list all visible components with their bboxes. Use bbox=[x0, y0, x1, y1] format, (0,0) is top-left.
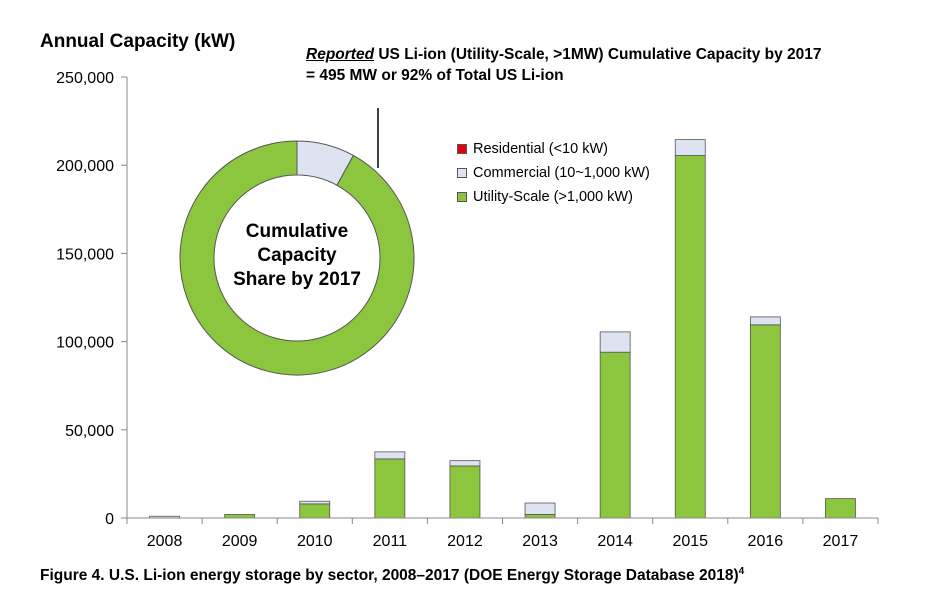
donut-label-line: Share by 2017 bbox=[233, 269, 361, 290]
y-tick-label: 0 bbox=[105, 511, 114, 528]
annotation-emphasis: Reported bbox=[306, 46, 375, 63]
legend-item: Utility-Scale (>1,000 kW) bbox=[457, 185, 650, 209]
axes bbox=[121, 76, 879, 524]
bar-segment bbox=[599, 331, 631, 353]
bar-segment bbox=[674, 139, 706, 156]
legend: Residential (<10 kW) Commercial (10~1,00… bbox=[457, 137, 650, 209]
legend-swatch bbox=[457, 144, 467, 154]
bar-segment bbox=[299, 503, 331, 519]
donut-slice bbox=[179, 140, 415, 376]
legend-item: Commercial (10~1,000 kW) bbox=[457, 161, 650, 185]
x-tick-label: 2008 bbox=[147, 533, 183, 550]
x-tick-label: 2014 bbox=[597, 533, 633, 550]
x-tick-label: 2017 bbox=[823, 533, 859, 550]
caption-text: Figure 4. U.S. Li-ion energy storage by … bbox=[40, 567, 739, 585]
bar-segment bbox=[674, 155, 706, 519]
bar-segment bbox=[374, 458, 406, 519]
x-tick-label: 2016 bbox=[748, 533, 784, 550]
figure-caption: Figure 4. U.S. Li-ion energy storage by … bbox=[40, 566, 744, 585]
x-tick-label: 2010 bbox=[297, 533, 333, 550]
donut-center-label: Cumulative Capacity Share by 2017 bbox=[218, 220, 376, 292]
annotation-line1: US Li-ion (Utility-Scale, >1MW) Cumulati… bbox=[374, 46, 822, 63]
bar-segment bbox=[524, 502, 556, 515]
y-tick-label: 150,000 bbox=[56, 246, 114, 263]
x-tick-label: 2013 bbox=[522, 533, 558, 550]
bar-segment bbox=[299, 500, 331, 505]
legend-label: Residential (<10 kW) bbox=[473, 141, 608, 157]
legend-item: Residential (<10 kW) bbox=[457, 137, 650, 161]
x-tick-label: 2011 bbox=[373, 533, 408, 550]
bar-segment bbox=[524, 514, 556, 519]
y-axis-title: Annual Capacity (kW) bbox=[40, 31, 236, 52]
bar-segment bbox=[599, 351, 631, 519]
x-tick-label: 2009 bbox=[222, 533, 258, 550]
tick-labels: 2008 2009 2010 2011 2012 2013 2014 2015 2016 2017… bbox=[56, 70, 858, 550]
y-tick-label: 200,000 bbox=[56, 158, 114, 175]
bar-segment bbox=[449, 460, 481, 467]
y-tick-label: 50,000 bbox=[65, 423, 114, 440]
bar-group bbox=[149, 139, 856, 519]
x-tick-label: 2015 bbox=[672, 533, 708, 550]
annotation-line2: = 495 MW or 92% of Total US Li-ion bbox=[306, 67, 564, 84]
bar-segment bbox=[749, 316, 781, 326]
legend-swatch bbox=[457, 168, 467, 178]
y-tick-label: 250,000 bbox=[56, 70, 114, 87]
legend-label: Utility-Scale (>1,000 kW) bbox=[473, 189, 633, 205]
donut-label-line: Capacity bbox=[257, 245, 337, 266]
x-tick-label: 2012 bbox=[447, 533, 483, 550]
y-tick-label: 100,000 bbox=[56, 335, 114, 352]
legend-label: Commercial (10~1,000 kW) bbox=[473, 165, 650, 181]
bar-segment bbox=[374, 451, 406, 460]
caption-footnote: 4 bbox=[738, 566, 745, 577]
bar-segment bbox=[825, 498, 856, 519]
annotation: Reported US Li-ion (Utility-Scale, >1MW)… bbox=[306, 44, 822, 86]
donut-chart bbox=[179, 108, 415, 376]
donut-label-line: Cumulative bbox=[245, 221, 349, 242]
bar-segment bbox=[749, 324, 781, 519]
bar-segment bbox=[224, 514, 256, 519]
legend-swatch bbox=[457, 192, 467, 202]
bar-segment bbox=[449, 465, 481, 519]
